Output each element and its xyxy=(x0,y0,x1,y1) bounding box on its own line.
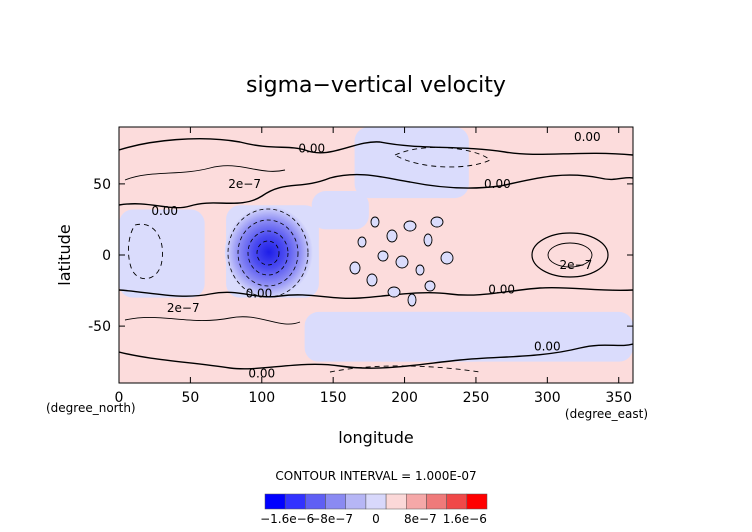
cell-3 xyxy=(423,233,433,247)
negative-region-1 xyxy=(311,191,369,230)
contour-2e7-east xyxy=(531,232,609,278)
cell-8 xyxy=(387,286,401,298)
y-axis-ticks: -50 0 50 xyxy=(88,177,633,335)
colorbar-swatch-7 xyxy=(406,493,427,510)
contour-label-9: 0.00 xyxy=(534,339,561,353)
zero-contour-south xyxy=(119,286,633,300)
x-tick-label: 350 xyxy=(605,390,632,406)
zero-contour-north xyxy=(119,173,633,209)
colorbar-swatch-2 xyxy=(305,493,326,510)
contour-lines xyxy=(119,138,633,373)
colorbar-swatch-8 xyxy=(426,493,447,510)
vortex-minimum xyxy=(224,206,313,299)
y-tick-label: 0 xyxy=(102,248,111,264)
colorbar-tick-label-4: 1.6e−6 xyxy=(443,512,487,526)
negative-region-2 xyxy=(119,209,205,298)
cell-9 xyxy=(407,293,417,307)
x-axis-label: longitude xyxy=(338,428,413,447)
dashed-south-cell xyxy=(329,365,481,373)
cell-0 xyxy=(370,216,380,228)
y-tick-label: 50 xyxy=(93,177,111,193)
x-tick-label: 200 xyxy=(391,390,418,406)
contour-labels: 0.00 0.00 2e−7 0.00 0.00 2e−7 0.00 0.00 2e−7 0.00… xyxy=(151,130,600,380)
colorbar-tick-label-0: −1.6e−6 xyxy=(260,512,314,526)
contour-label-8: 2e−7 xyxy=(167,301,200,315)
zero-contour-south2 xyxy=(119,343,633,370)
contour-interval-text: CONTOUR INTERVAL = 1.000E-07 xyxy=(275,469,476,483)
negative-region-5 xyxy=(368,311,491,362)
contour-label-1: 0.00 xyxy=(574,130,601,144)
x-axis-ticks: 0 50 100 150 200 250 300 350 xyxy=(115,127,632,406)
y-unit-label: (degree_north) xyxy=(46,401,136,415)
contour-label-0: 0.00 xyxy=(298,142,325,156)
y-tick-label: -50 xyxy=(88,319,111,335)
x-unit-label: (degree_east) xyxy=(565,407,648,421)
cell-7 xyxy=(366,273,378,287)
contour-label-2: 2e−7 xyxy=(228,177,261,191)
colorbar-tick-label-1: −8e−7 xyxy=(310,512,353,526)
x-tick-label: 100 xyxy=(248,390,275,406)
negative-region-6 xyxy=(533,333,633,355)
cell-13 xyxy=(349,261,361,275)
chart-title: sigma−vertical velocity xyxy=(246,73,506,98)
cell-12 xyxy=(357,236,367,248)
zero-contour-north2 xyxy=(119,138,633,156)
cell-2 xyxy=(403,220,417,232)
contour-label-6: 0.00 xyxy=(246,287,273,301)
cell-11 xyxy=(440,251,454,265)
vortex-ring-4 xyxy=(256,240,280,266)
colorbar-swatch-6 xyxy=(385,493,407,510)
x-tick-label: 150 xyxy=(320,390,347,406)
x-tick-label: 300 xyxy=(534,390,561,406)
cell-6 xyxy=(415,264,425,276)
colorbar-swatch-1 xyxy=(284,493,306,510)
plot-area xyxy=(119,127,633,383)
colorbar-swatch-5 xyxy=(365,493,387,510)
vortex-ring-3 xyxy=(247,230,289,276)
colorbar xyxy=(264,493,488,510)
cell-1 xyxy=(386,229,398,243)
cell-5 xyxy=(395,255,409,269)
negative-regions xyxy=(119,127,633,362)
dashed-north-cell xyxy=(394,146,491,168)
colorbar-swatch-3 xyxy=(325,493,346,510)
x-tick-label: 50 xyxy=(181,390,199,406)
cell-14 xyxy=(430,216,444,228)
contour-label-7: 0.00 xyxy=(488,282,515,296)
cell-4 xyxy=(377,250,389,262)
x-tick-label: 250 xyxy=(463,390,490,406)
y-axis-label: latitude xyxy=(55,224,74,285)
cell-10 xyxy=(424,280,436,292)
colorbar-tick-label-2: 0 xyxy=(372,512,380,526)
colorbar-tick-label-3: 8e−7 xyxy=(404,512,437,526)
colorbar-swatch-4 xyxy=(345,493,367,510)
contour-label-4: 0.00 xyxy=(151,204,178,218)
positive-region-1 xyxy=(504,212,633,305)
vortex-ring-2 xyxy=(237,219,299,287)
negative-region-0 xyxy=(354,127,469,199)
colorbar-labels: −1.6e−6−8e−7 0 8e−7 1.6e−6 xyxy=(260,512,487,526)
x-tick-label: 0 xyxy=(115,390,124,406)
dashed-west-cell xyxy=(128,223,163,280)
colorbar-swatch-0 xyxy=(264,493,286,510)
contour-2e7-south xyxy=(124,316,301,325)
contour-label-3: 0.00 xyxy=(484,177,511,191)
contour-2e7-north xyxy=(124,165,286,181)
colorbar-swatch-10 xyxy=(466,493,488,510)
contour-2e7-east-inner xyxy=(547,242,593,268)
contour-label-10: 0.00 xyxy=(248,366,275,380)
colorbar-swatch-9 xyxy=(446,493,468,510)
contour-label-5: 2e−7 xyxy=(560,258,593,272)
convective-cells xyxy=(349,216,454,307)
vortex-ring-1 xyxy=(227,208,309,298)
